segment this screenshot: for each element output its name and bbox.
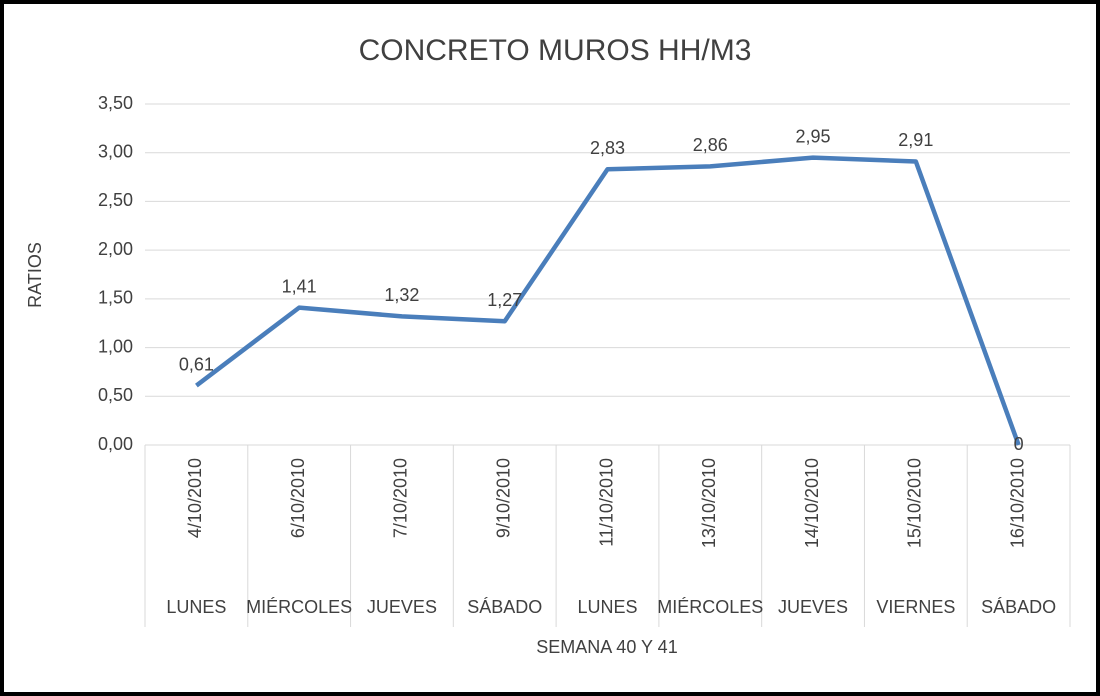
data-line <box>195 155 1021 446</box>
x-tick-label: 9/10/2010 <box>493 458 513 538</box>
x-group-label: LUNES <box>577 597 637 617</box>
y-tick-label: 1,00 <box>98 336 133 356</box>
data-label: 1,41 <box>282 276 317 296</box>
y-tick-label: 0,00 <box>98 434 133 454</box>
x-group-label: LUNES <box>166 597 226 617</box>
data-label: 0 <box>1014 434 1024 454</box>
x-tick-label: 14/10/2010 <box>802 458 822 548</box>
data-label: 1,27 <box>487 290 522 310</box>
y-tick-label: 0,50 <box>98 385 133 405</box>
y-tick-label: 3,00 <box>98 141 133 161</box>
x-tick-label: 6/10/2010 <box>288 458 308 538</box>
x-tick-label: 11/10/2010 <box>596 458 616 547</box>
chart-title: CONCRETO MUROS HH/M3 <box>359 34 752 67</box>
x-group-label: MIÉRCOLES <box>246 597 352 617</box>
x-group-label: MIÉRCOLES <box>657 597 763 617</box>
x-tick-label: 16/10/2010 <box>1007 458 1027 548</box>
x-tick-label: 13/10/2010 <box>699 458 719 548</box>
data-label: 2,83 <box>590 138 625 158</box>
x-group-label: JUEVES <box>367 597 437 617</box>
x-group-label: SÁBADO <box>981 597 1056 617</box>
y-tick-label: 2,00 <box>98 239 133 259</box>
data-label: 2,91 <box>898 130 933 150</box>
x-group-label: VIERNES <box>876 597 955 617</box>
data-label: 1,32 <box>384 285 419 305</box>
x-tick-label: 4/10/2010 <box>185 458 205 538</box>
y-tick-label: 3,50 <box>98 93 133 113</box>
x-group-label: JUEVES <box>778 597 848 617</box>
x-tick-label: 15/10/2010 <box>905 458 925 548</box>
y-axis-label: RATIOS <box>25 242 45 308</box>
x-group-label: SÁBADO <box>467 597 542 617</box>
x-axis-label: SEMANA 40 Y 41 <box>536 637 677 657</box>
x-tick-label: 7/10/2010 <box>391 458 411 538</box>
data-label: 2,95 <box>796 126 831 146</box>
data-label: 0,61 <box>179 354 214 374</box>
data-label: 2,86 <box>693 135 728 155</box>
y-tick-label: 2,50 <box>98 190 133 210</box>
y-tick-label: 1,50 <box>98 288 133 308</box>
